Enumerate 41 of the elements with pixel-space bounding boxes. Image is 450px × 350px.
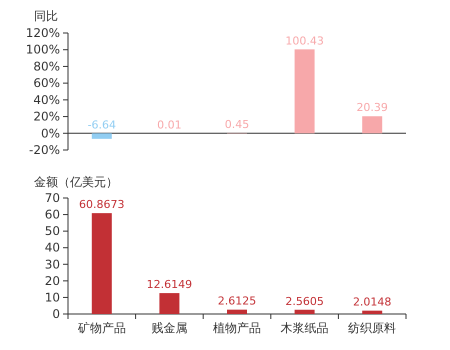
y-tick-label: -20% <box>28 143 60 157</box>
x-tick-label: 贱金属 <box>151 321 188 335</box>
x-tick-label: 纺织原料 <box>348 321 396 335</box>
y-tick-label: 50 <box>44 224 60 238</box>
data-label: 60.8673 <box>79 198 125 212</box>
data-label: -6.64 <box>88 118 116 132</box>
y-tick-label: 0 <box>52 307 60 321</box>
x-tick-label: 植物产品 <box>213 321 261 335</box>
y-axis-title: 同比 <box>34 9 58 23</box>
data-label: 100.43 <box>285 34 324 48</box>
bar <box>294 310 315 314</box>
bar <box>159 293 180 314</box>
y-tick-label: 100% <box>26 42 60 57</box>
bar <box>227 310 247 314</box>
data-label: 0.45 <box>224 118 250 131</box>
data-label: 2.0148 <box>352 296 392 309</box>
bar <box>92 133 112 139</box>
y-tick-label: 20 <box>44 274 60 288</box>
y-tick-label: 80% <box>33 59 60 74</box>
y-axis-title: 金额（亿美元） <box>34 175 118 189</box>
y-tick-label: 120% <box>26 26 60 40</box>
data-label: 2.6125 <box>218 294 256 308</box>
x-tick-label: 矿物产品 <box>76 321 126 335</box>
bar <box>294 49 315 134</box>
bar <box>362 310 382 314</box>
data-label: 20.39 <box>356 101 388 114</box>
x-tick-label: 木浆纸品 <box>280 321 329 335</box>
y-tick-label: 30 <box>44 257 60 272</box>
y-tick-label: 60 <box>44 208 60 222</box>
y-tick-label: 20% <box>33 110 60 124</box>
y-tick-label: 10 <box>44 290 60 304</box>
bar <box>92 213 112 314</box>
data-label: 12.6149 <box>146 278 192 292</box>
y-tick-label: 60% <box>33 76 60 90</box>
y-tick-label: 40 <box>44 240 60 255</box>
data-label: 0.01 <box>157 118 182 132</box>
y-tick-label: 40% <box>33 92 60 107</box>
data-label: 2.5605 <box>285 294 324 308</box>
y-tick-label: 0% <box>40 126 60 140</box>
bar <box>362 116 382 134</box>
y-tick-label: 70 <box>44 191 60 205</box>
